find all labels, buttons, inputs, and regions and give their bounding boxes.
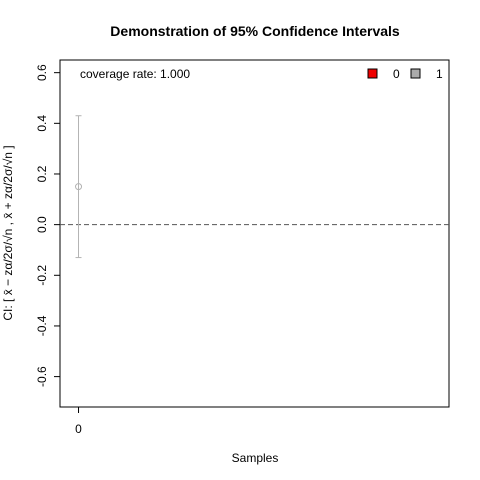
x-axis: 0 <box>75 407 82 436</box>
y-axis-label-text: CI: [ x̄ − zα/2σ/√n , x̄ + zα/2σ/√n ] <box>1 145 15 320</box>
y-tick-label: 0.4 <box>35 115 49 132</box>
y-axis-label: CI: [ x̄ − zα/2σ/√n , x̄ + zα/2σ/√n ] <box>1 145 15 320</box>
y-tick-label: 0.2 <box>35 165 49 182</box>
plot-frame <box>59 59 450 408</box>
legend-swatch <box>367 68 378 79</box>
y-tick-label: -0.4 <box>35 315 49 336</box>
x-tick-label: 0 <box>75 422 82 436</box>
x-axis-label: Samples <box>232 451 279 465</box>
y-axis: -0.6 -0.4 -0.2 0.0 0.2 0.4 0.6 <box>35 64 60 387</box>
y-tick-label: 0.6 <box>35 64 49 81</box>
legend-label: 0 <box>393 67 400 81</box>
legend-swatch <box>410 68 421 79</box>
y-tick-label: -0.6 <box>35 366 49 387</box>
chart-title: Demonstration of 95% Confidence Interval… <box>110 23 400 39</box>
point-estimate <box>75 183 83 191</box>
coverage-rate-annotation: coverage rate: 1.000 <box>80 67 190 81</box>
legend-label: 1 <box>436 67 443 81</box>
y-tick-label: 0.0 <box>35 216 49 233</box>
y-tick-label: -0.2 <box>35 265 49 286</box>
confidence-intervals <box>75 115 83 259</box>
